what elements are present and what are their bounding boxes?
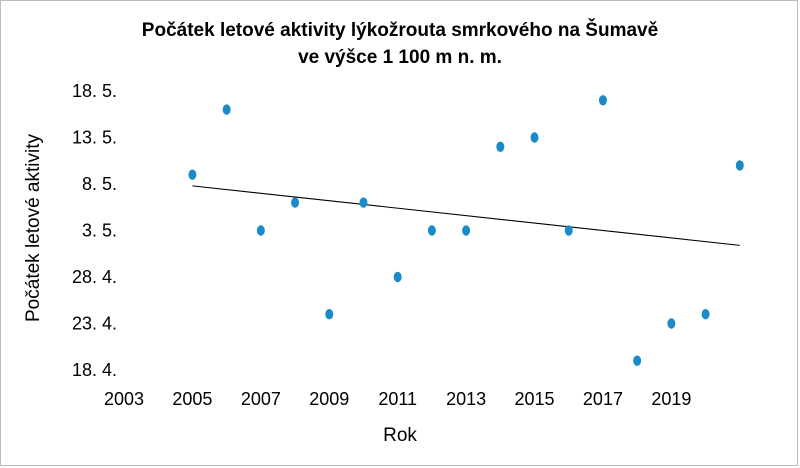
data-point — [291, 197, 300, 208]
data-point — [222, 104, 231, 115]
chart-title: Počátek letové aktivity lýkožrouta smrko… — [141, 20, 659, 41]
chart-subtitle: ve výšce 1 100 m n. m. — [298, 47, 502, 68]
y-tick-label: 13. 5. — [72, 128, 117, 148]
x-tick-label: 2003 — [104, 389, 144, 409]
y-tick-label: 8. 5. — [82, 174, 117, 194]
y-tick-label: 18. 5. — [72, 81, 117, 101]
data-point — [667, 318, 676, 329]
y-tick-label: 23. 4. — [72, 314, 117, 334]
data-point — [598, 95, 607, 106]
x-axis-label: Rok — [383, 425, 417, 446]
data-point — [496, 141, 505, 152]
x-tick-label: 2015 — [515, 389, 555, 409]
x-tick-label: 2013 — [446, 389, 486, 409]
trendline-group — [192, 185, 740, 246]
data-point — [701, 309, 710, 320]
data-point — [188, 169, 197, 180]
x-tick-label: 2019 — [651, 389, 691, 409]
data-point — [393, 271, 402, 283]
y-tick-label: 28. 4. — [72, 267, 117, 287]
x-tick-label: 2009 — [309, 389, 349, 409]
x-tick-label: 2007 — [241, 389, 281, 409]
y-tick-label: 3. 5. — [82, 221, 117, 241]
x-axis-ticks: 2003 2005 2007 2009 2011 2013 2015 2017 2019 — [104, 389, 691, 409]
data-point — [359, 197, 368, 208]
data-point — [633, 355, 642, 366]
data-points — [188, 95, 744, 366]
data-point — [325, 309, 334, 320]
x-tick-label: 2017 — [583, 389, 623, 409]
y-axis-ticks: 18. 5. 13. 5. 8. 5. 3. 5. 28. 4. 23. 4. 18. 4. — [72, 81, 117, 380]
data-point — [256, 225, 265, 236]
data-point — [427, 225, 436, 236]
data-point — [462, 225, 471, 236]
x-tick-label: 2005 — [172, 389, 212, 409]
data-point — [530, 132, 539, 143]
y-axis-label: Počátek letové aktivity — [23, 134, 44, 322]
data-point — [564, 225, 573, 236]
y-tick-label: 18. 4. — [72, 360, 117, 380]
x-tick-label: 2011 — [378, 389, 417, 409]
trendline — [192, 185, 740, 246]
data-point — [735, 160, 744, 171]
